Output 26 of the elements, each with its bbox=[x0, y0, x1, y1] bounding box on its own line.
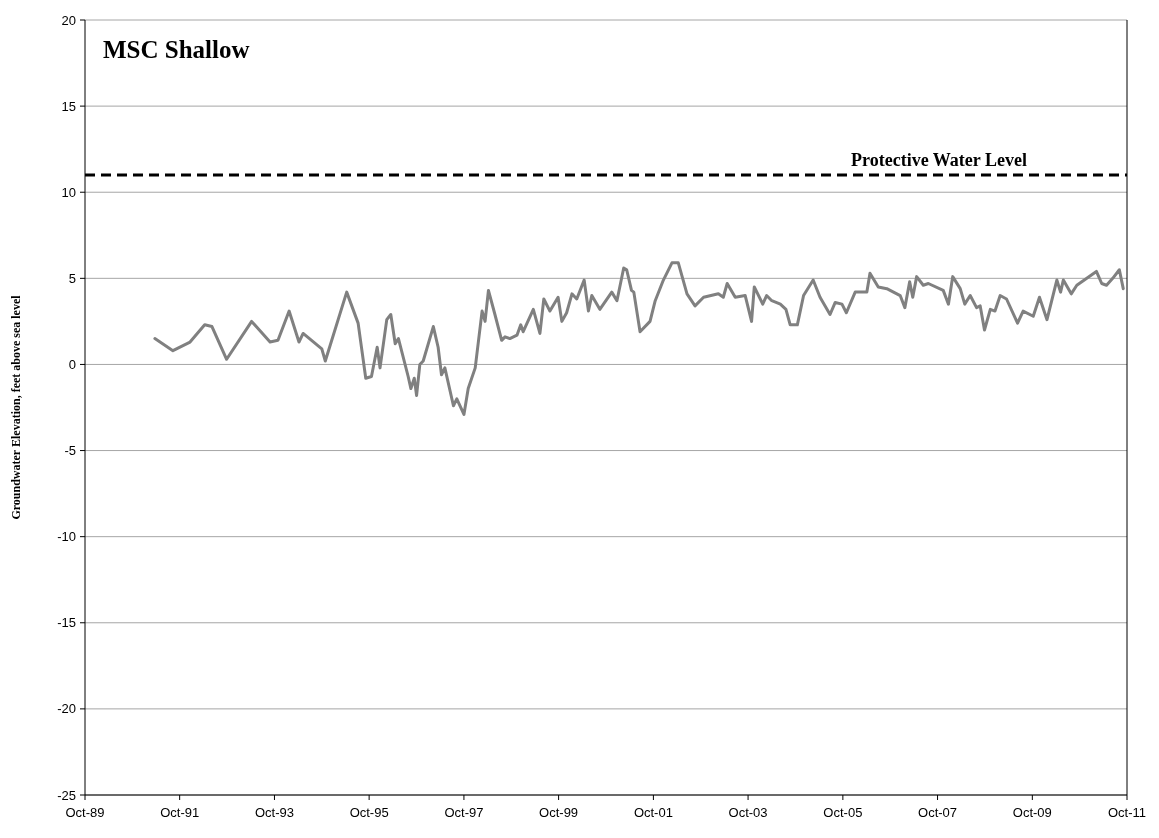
y-tick-label: -10 bbox=[57, 529, 76, 545]
y-tick-label: 5 bbox=[68, 270, 76, 286]
x-tick-label: Oct-03 bbox=[728, 805, 768, 820]
x-tick-label: Oct-01 bbox=[633, 805, 673, 820]
y-tick-label: -20 bbox=[57, 701, 76, 717]
x-tick-label: Oct-97 bbox=[444, 805, 484, 820]
x-tick-label: Oct-09 bbox=[1012, 805, 1052, 820]
x-tick-label: Oct-05 bbox=[823, 805, 863, 820]
x-tick-label: Oct-11 bbox=[1107, 805, 1147, 820]
y-tick-label: 15 bbox=[61, 98, 76, 114]
y-tick-label: 0 bbox=[68, 356, 76, 372]
y-tick-label: 20 bbox=[61, 12, 76, 28]
x-tick-label: Oct-95 bbox=[349, 805, 389, 820]
x-tick-label: Oct-93 bbox=[254, 805, 294, 820]
line-series bbox=[153, 261, 1125, 416]
y-tick-label: 10 bbox=[61, 184, 76, 200]
x-tick-label: Oct-89 bbox=[65, 805, 105, 820]
x-tick-label: Oct-99 bbox=[539, 805, 579, 820]
y-tick-label: -25 bbox=[57, 787, 76, 803]
y-tick-label: -5 bbox=[64, 443, 76, 459]
x-tick-label: Oct-07 bbox=[918, 805, 958, 820]
ref-line-label: Protective Water Level bbox=[851, 150, 1027, 170]
x-tick-label: Oct-91 bbox=[160, 805, 200, 820]
y-axis-title: Groundwater Elevation, feet above sea level bbox=[9, 294, 23, 520]
text: MSC Shallow bbox=[103, 36, 250, 63]
y-tick-label: -15 bbox=[57, 615, 76, 631]
